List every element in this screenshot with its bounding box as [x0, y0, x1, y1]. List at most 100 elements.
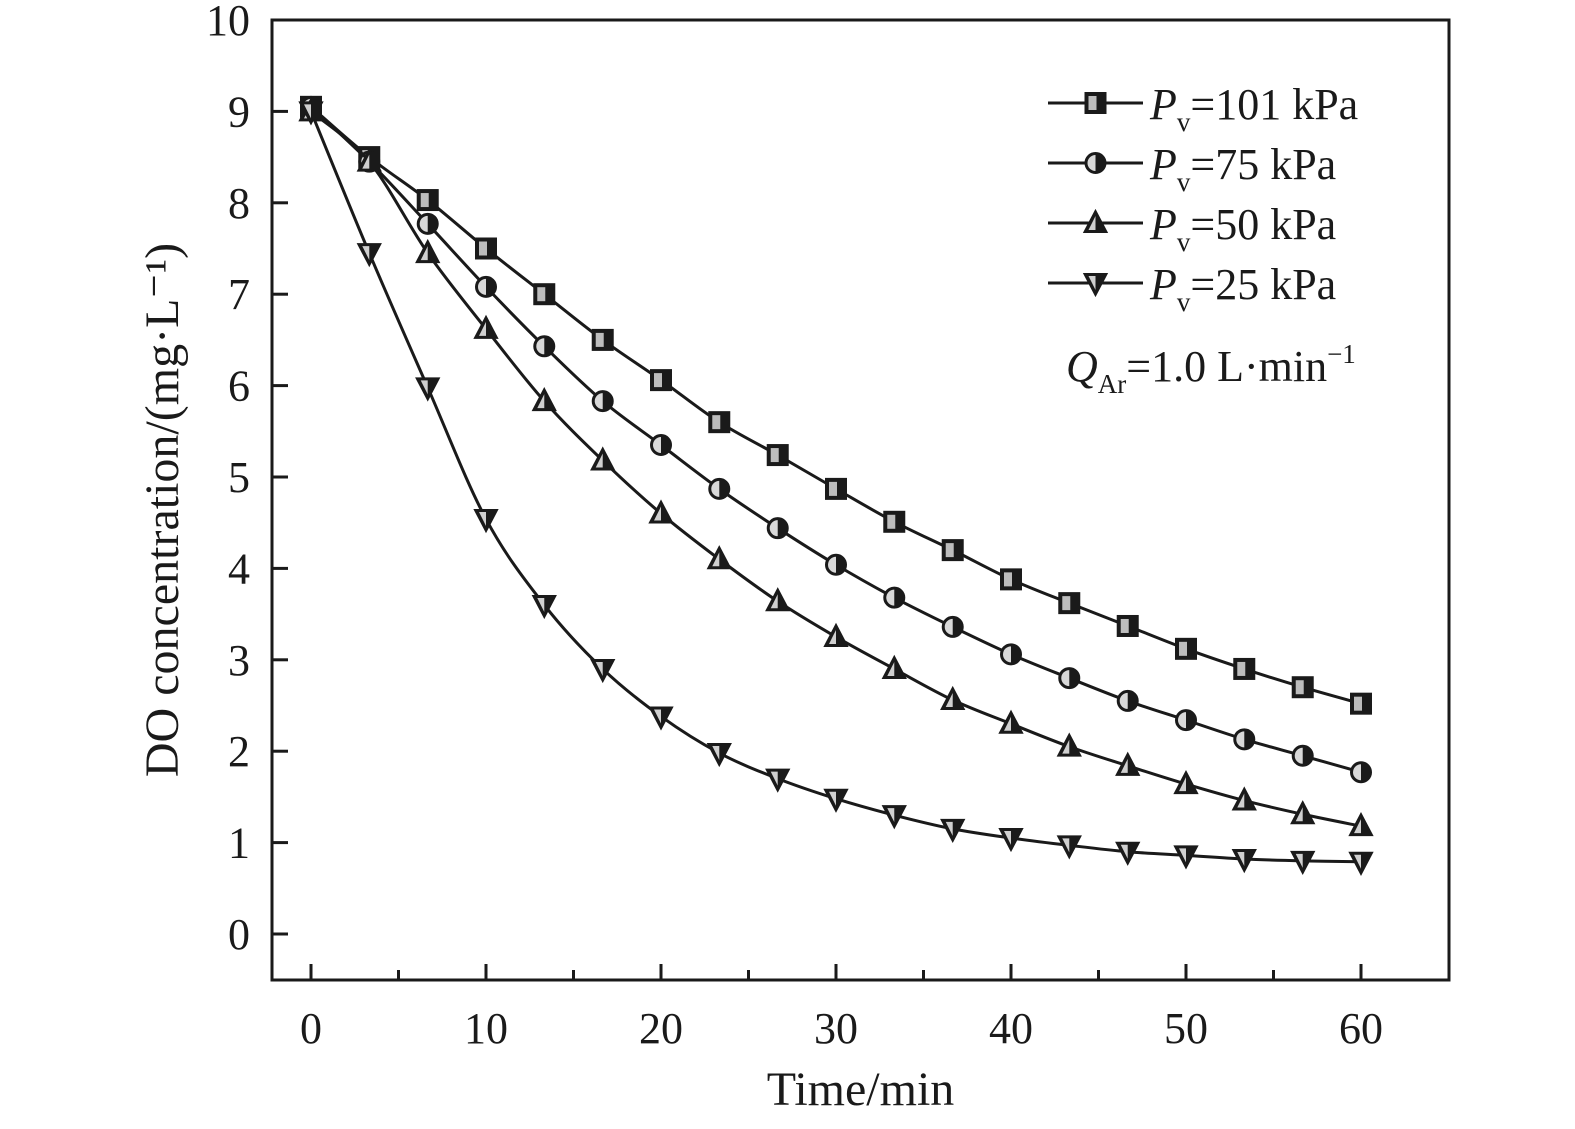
series-triangle-down	[298, 101, 1374, 876]
data-point-highlight	[537, 394, 545, 409]
data-point-highlight	[595, 332, 604, 347]
data-point-highlight	[1354, 819, 1361, 834]
series-line	[310, 110, 1362, 828]
data-point-highlight	[887, 514, 896, 529]
y-tick-label: 1	[228, 819, 250, 868]
axes: 0 10 20 30 40 50 60 0 1 2 3 4 5 6 7 8 9 10	[206, 0, 1451, 1053]
data-point-highlight	[1003, 646, 1011, 663]
data-point-highlight	[304, 104, 311, 119]
data-point-highlight	[1237, 852, 1245, 867]
data-point-highlight	[887, 808, 895, 823]
series-line	[309, 105, 1362, 774]
data-point-highlight	[1295, 680, 1304, 695]
data-point-highlight	[1062, 596, 1071, 611]
data-point-highlight	[654, 506, 661, 521]
data-point-highlight	[1062, 838, 1070, 853]
legend-entry: Pv=75 kPa	[1048, 140, 1336, 197]
data-point-highlight	[1237, 793, 1245, 808]
y-tick-label: 8	[228, 179, 250, 228]
data-point-highlight	[1294, 747, 1303, 764]
data-point-highlight	[829, 791, 836, 806]
x-tick-label: 10	[464, 1004, 508, 1053]
data-point-highlight	[1120, 618, 1129, 633]
series-triangle-up	[298, 97, 1374, 837]
annotation: QAr=1.0 L·min−1	[1066, 339, 1356, 399]
data-point-highlight	[1062, 739, 1070, 754]
legend-label: Pv=75 kPa	[1149, 140, 1336, 197]
data-point-highlight	[1237, 661, 1246, 676]
x-tick-label: 20	[639, 1004, 683, 1053]
data-point-highlight	[1353, 764, 1361, 781]
axis-titles: Time/min DO concentration/(mg·L⁻¹)	[136, 243, 954, 1116]
data-point-highlight	[420, 246, 428, 261]
data-point-highlight	[1088, 216, 1096, 230]
data-point-highlight	[945, 543, 954, 558]
data-point-highlight	[1088, 96, 1097, 110]
data-point-highlight	[1354, 696, 1362, 711]
data-point-highlight	[537, 597, 545, 612]
data-point-highlight	[1088, 276, 1096, 290]
plot-area	[298, 95, 1374, 876]
y-tick-label: 4	[228, 544, 250, 593]
y-axis-title: DO concentration/(mg·L⁻¹)	[136, 243, 189, 777]
data-point-highlight	[479, 241, 487, 256]
data-point-highlight	[769, 520, 778, 537]
data-point-highlight	[1179, 848, 1186, 863]
legend-entry: Pv=50 kPa	[1048, 200, 1336, 257]
data-point-highlight	[829, 481, 837, 496]
data-point-highlight	[654, 373, 662, 388]
data-point-highlight	[712, 415, 721, 430]
data-point-highlight	[479, 321, 486, 336]
x-tick-label: 60	[1339, 1004, 1383, 1053]
data-point-highlight	[537, 287, 546, 302]
data-point-highlight	[1061, 670, 1070, 687]
y-tick-label: 5	[228, 453, 250, 502]
data-point-highlight	[1236, 731, 1245, 748]
y-tick-label: 7	[228, 270, 250, 319]
data-point-highlight	[1295, 807, 1303, 822]
series-line	[310, 105, 1362, 706]
data-point-highlight	[1087, 155, 1096, 171]
y-tick-label: 3	[228, 636, 250, 685]
data-point-highlight	[420, 380, 428, 395]
data-point-highlight	[712, 746, 720, 761]
x-tick-label: 30	[814, 1004, 858, 1053]
x-axis-title: Time/min	[767, 1063, 955, 1116]
flow-rate-annotation: QAr=1.0 L·min−1	[1066, 339, 1356, 399]
y-tick-label: 2	[228, 727, 250, 776]
data-point-highlight	[712, 552, 720, 567]
data-point-highlight	[1354, 854, 1361, 869]
data-point-highlight	[1179, 777, 1186, 792]
x-tick-label: 0	[300, 1004, 322, 1053]
y-tick-label: 6	[228, 362, 250, 411]
data-point-highlight	[945, 693, 953, 708]
data-point-highlight	[1120, 758, 1128, 773]
data-point-highlight	[770, 594, 778, 609]
data-point-highlight	[536, 338, 545, 355]
series-square	[300, 95, 1372, 715]
legend-label: Pv=101 kPa	[1149, 80, 1358, 137]
data-point-highlight	[770, 771, 778, 786]
data-point-highlight	[1004, 572, 1012, 587]
data-point-highlight	[1119, 692, 1128, 709]
data-point-highlight	[828, 556, 836, 573]
data-point-highlight	[419, 215, 428, 232]
data-point-highlight	[420, 193, 429, 208]
data-point-highlight	[1004, 831, 1011, 846]
plot-frame	[270, 18, 1451, 982]
data-point-highlight	[595, 661, 603, 676]
data-point-highlight	[770, 448, 779, 463]
data-point-highlight	[654, 709, 661, 724]
x-tick-label: 40	[989, 1004, 1033, 1053]
data-point-highlight	[944, 618, 953, 635]
data-point-highlight	[1120, 844, 1128, 859]
data-point-highlight	[1178, 712, 1186, 729]
y-tick-label: 0	[228, 910, 250, 959]
data-point-highlight	[711, 480, 720, 497]
data-point-highlight	[595, 453, 603, 468]
data-point-highlight	[594, 393, 603, 410]
legend-label: Pv=25 kPa	[1149, 260, 1336, 317]
data-point-highlight	[1004, 716, 1011, 731]
